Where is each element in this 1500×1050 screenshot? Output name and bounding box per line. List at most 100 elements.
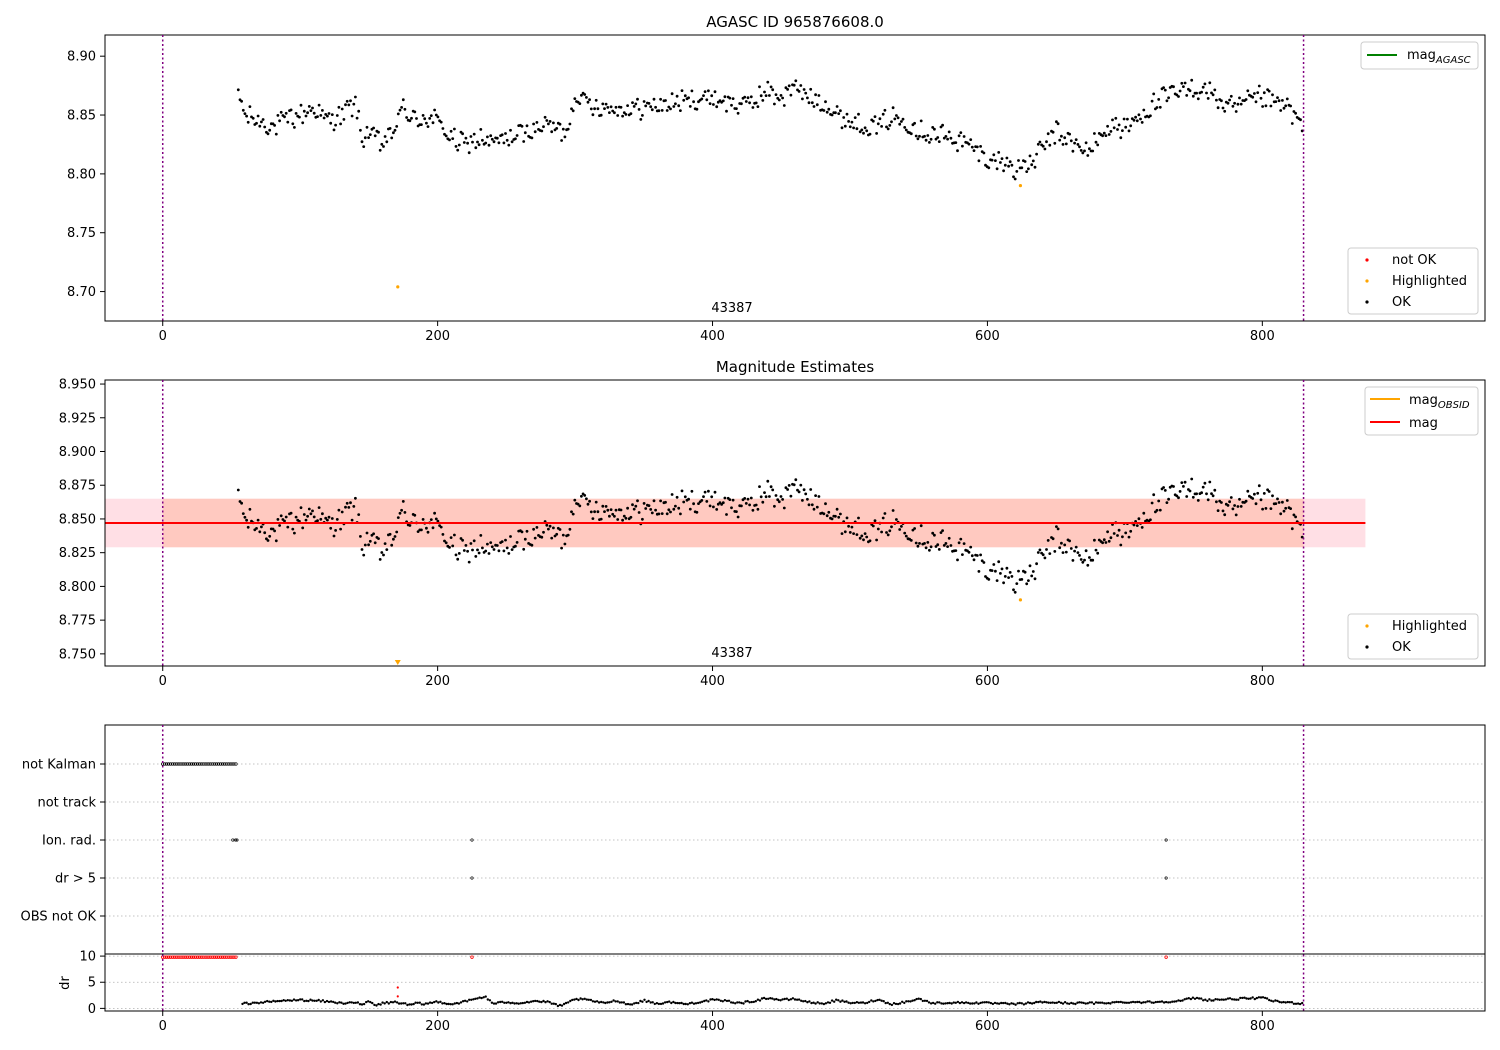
dr-point — [1049, 1001, 1052, 1004]
ok-point — [616, 114, 620, 117]
ok-point — [707, 89, 710, 93]
agasc-ytick-label-0: 8.70 — [67, 285, 96, 300]
ok-point — [937, 140, 941, 144]
ok-point — [654, 105, 657, 109]
dr-point — [263, 1000, 267, 1003]
ok-point — [721, 501, 725, 505]
dr-point — [1270, 999, 1273, 1002]
ok-point — [654, 508, 657, 512]
ok-point — [626, 104, 629, 107]
dr-point — [1090, 1001, 1094, 1004]
dr-point — [1158, 1000, 1162, 1003]
ok-point — [919, 119, 923, 123]
ok-point — [1104, 134, 1108, 138]
dr-point — [1179, 999, 1182, 1003]
ok-point — [580, 93, 583, 97]
ok-point — [500, 133, 504, 137]
ok-point — [852, 532, 855, 535]
dr-clipped-point — [178, 955, 182, 959]
dr-point — [1012, 1002, 1015, 1005]
ok-point — [599, 113, 603, 117]
ok-point — [337, 105, 341, 109]
dr-point — [921, 999, 924, 1003]
ok-point — [744, 502, 748, 505]
ok-point — [674, 102, 677, 106]
dr-point — [1022, 1003, 1026, 1006]
dr-point — [958, 1001, 962, 1005]
ok-point — [880, 530, 883, 534]
ok-point — [324, 516, 328, 520]
ok-point — [909, 539, 913, 542]
ok-point — [306, 514, 309, 518]
dr-point — [668, 1000, 671, 1003]
ok-point — [1086, 563, 1090, 567]
ok-point — [764, 495, 768, 499]
dr-point — [717, 998, 720, 1001]
dr-point — [1107, 1001, 1110, 1005]
dr-point — [1004, 1001, 1007, 1005]
flag-point — [228, 762, 232, 766]
ok-point — [834, 514, 837, 518]
dr-point — [1185, 997, 1188, 1000]
ok-point — [568, 527, 572, 531]
ok-point — [834, 111, 837, 115]
dr-point — [443, 1002, 446, 1005]
dr-point — [461, 1000, 465, 1003]
dr-point — [863, 1002, 867, 1005]
dr-point — [725, 999, 729, 1003]
ok-point — [462, 141, 466, 144]
ok-point — [1190, 477, 1194, 481]
flag-point — [1164, 876, 1168, 880]
ok-point — [535, 526, 539, 529]
ok-point — [1091, 558, 1095, 562]
ok-point — [1191, 94, 1195, 98]
dr-point — [752, 1000, 755, 1004]
dr-point — [764, 997, 768, 1001]
dr-point — [969, 1002, 972, 1005]
ok-point — [388, 126, 392, 130]
ok-point — [1003, 163, 1007, 167]
ok-point — [807, 503, 811, 507]
ok-point — [510, 140, 514, 144]
ok-point — [1127, 535, 1131, 539]
dr-point — [309, 998, 312, 1001]
ok-point — [1043, 147, 1047, 151]
ok-point — [987, 578, 991, 581]
ok-point — [878, 117, 882, 121]
ok-point — [1048, 552, 1052, 555]
ok-point — [347, 103, 351, 107]
ok-point — [1096, 143, 1100, 147]
ok-point — [1257, 484, 1261, 488]
ok-point — [1068, 539, 1071, 543]
ok-point — [1129, 529, 1133, 533]
ok-point — [680, 89, 684, 92]
ok-point — [743, 95, 747, 99]
dr-point — [591, 1000, 595, 1003]
dr-point — [521, 1001, 524, 1005]
ok-point — [240, 99, 244, 103]
ok-point — [1017, 569, 1020, 573]
ok-point — [740, 504, 743, 508]
dr-point — [342, 1002, 345, 1005]
ok-point — [1130, 117, 1134, 120]
ok-point — [1178, 89, 1182, 93]
dr-point — [360, 1003, 364, 1006]
ok-point — [471, 140, 474, 144]
dr-point — [408, 1003, 411, 1006]
dr-point — [1290, 1001, 1294, 1004]
dr-point — [554, 1002, 557, 1006]
agasc-ytick-label-3: 8.85 — [67, 109, 96, 124]
dr-point — [923, 999, 927, 1002]
dr-point — [523, 1001, 527, 1004]
ok-point — [754, 503, 758, 507]
ok-point — [1051, 130, 1055, 134]
ok-point — [566, 127, 570, 131]
dr-point — [1059, 1001, 1063, 1004]
dr-point — [1115, 1000, 1118, 1004]
dr-point — [812, 1001, 815, 1004]
ok-point — [769, 85, 773, 89]
ok-point — [261, 118, 265, 121]
ok-point — [486, 135, 489, 139]
ok-point — [339, 527, 342, 531]
